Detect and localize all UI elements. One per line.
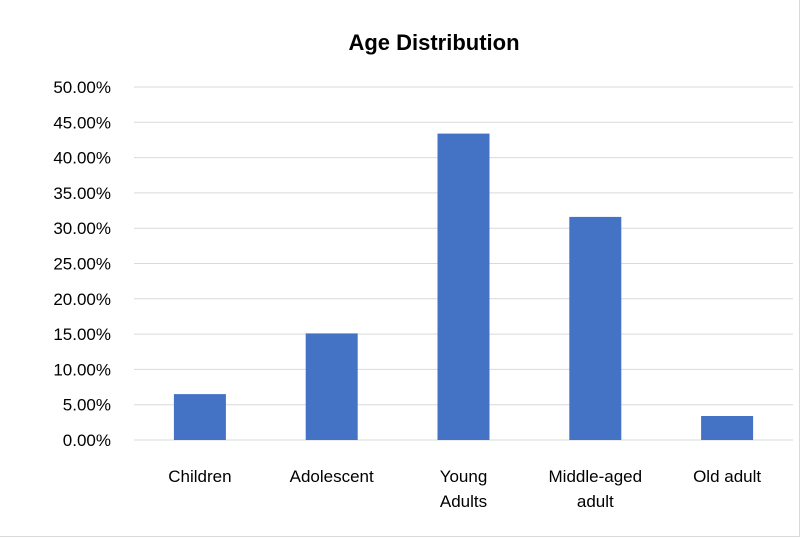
bar [701,415,754,440]
y-tick-label: 45.00% [53,113,111,132]
y-tick-label: 35.00% [53,184,111,203]
y-tick-label: 15.00% [53,325,111,344]
x-tick-label: Children [168,467,231,486]
bars [173,133,754,440]
y-axis-tick-labels: 0.00% 5.00% 10.00% 15.00% 20.00% 25.00% 30.00%… [53,78,111,450]
y-tick-label: 50.00% [53,78,111,97]
x-tick-label: Middle-aged [549,467,643,486]
x-tick-label: adult [577,492,614,511]
y-tick-label: 40.00% [53,149,111,168]
x-tick-label: Adults [440,492,487,511]
bar [437,133,490,440]
x-axis-tick-labels: Children Adolescent Young Adults Middle-aged… [168,467,761,511]
y-tick-label: 5.00% [63,396,111,415]
y-tick-label: 30.00% [53,219,111,238]
chart-title: Age Distribution [348,30,519,55]
y-tick-label: 20.00% [53,290,111,309]
bar [173,394,226,440]
y-tick-label: 25.00% [53,255,111,274]
y-tick-label: 10.00% [53,360,111,379]
bar [305,333,358,440]
x-tick-label: Adolescent [290,467,374,486]
bar [569,216,622,440]
y-tick-label: 0.00% [63,431,111,450]
x-tick-label: Old adult [693,467,761,486]
x-tick-label: Young [440,467,488,486]
